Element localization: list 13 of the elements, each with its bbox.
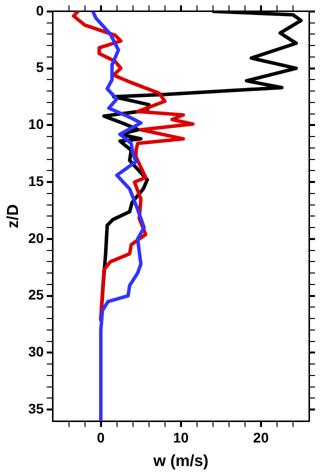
y-tick-label: 20 xyxy=(28,230,44,246)
x-tick-label: 0 xyxy=(96,429,105,446)
y-tick-label: 30 xyxy=(28,344,44,360)
x-tick-label: 10 xyxy=(173,429,189,446)
y-tick-label: 10 xyxy=(28,116,44,132)
y-tick-label: 0 xyxy=(36,2,44,18)
y-axis-title: z/D xyxy=(5,204,22,228)
y-tick-label: 35 xyxy=(28,400,44,416)
x-tick-label: 20 xyxy=(253,429,269,446)
y-tick-label: 5 xyxy=(36,59,44,76)
y-tick-label: 25 xyxy=(28,286,44,303)
x-axis-title: w (m/s) xyxy=(152,452,208,470)
y-tick-label: 15 xyxy=(28,172,44,189)
